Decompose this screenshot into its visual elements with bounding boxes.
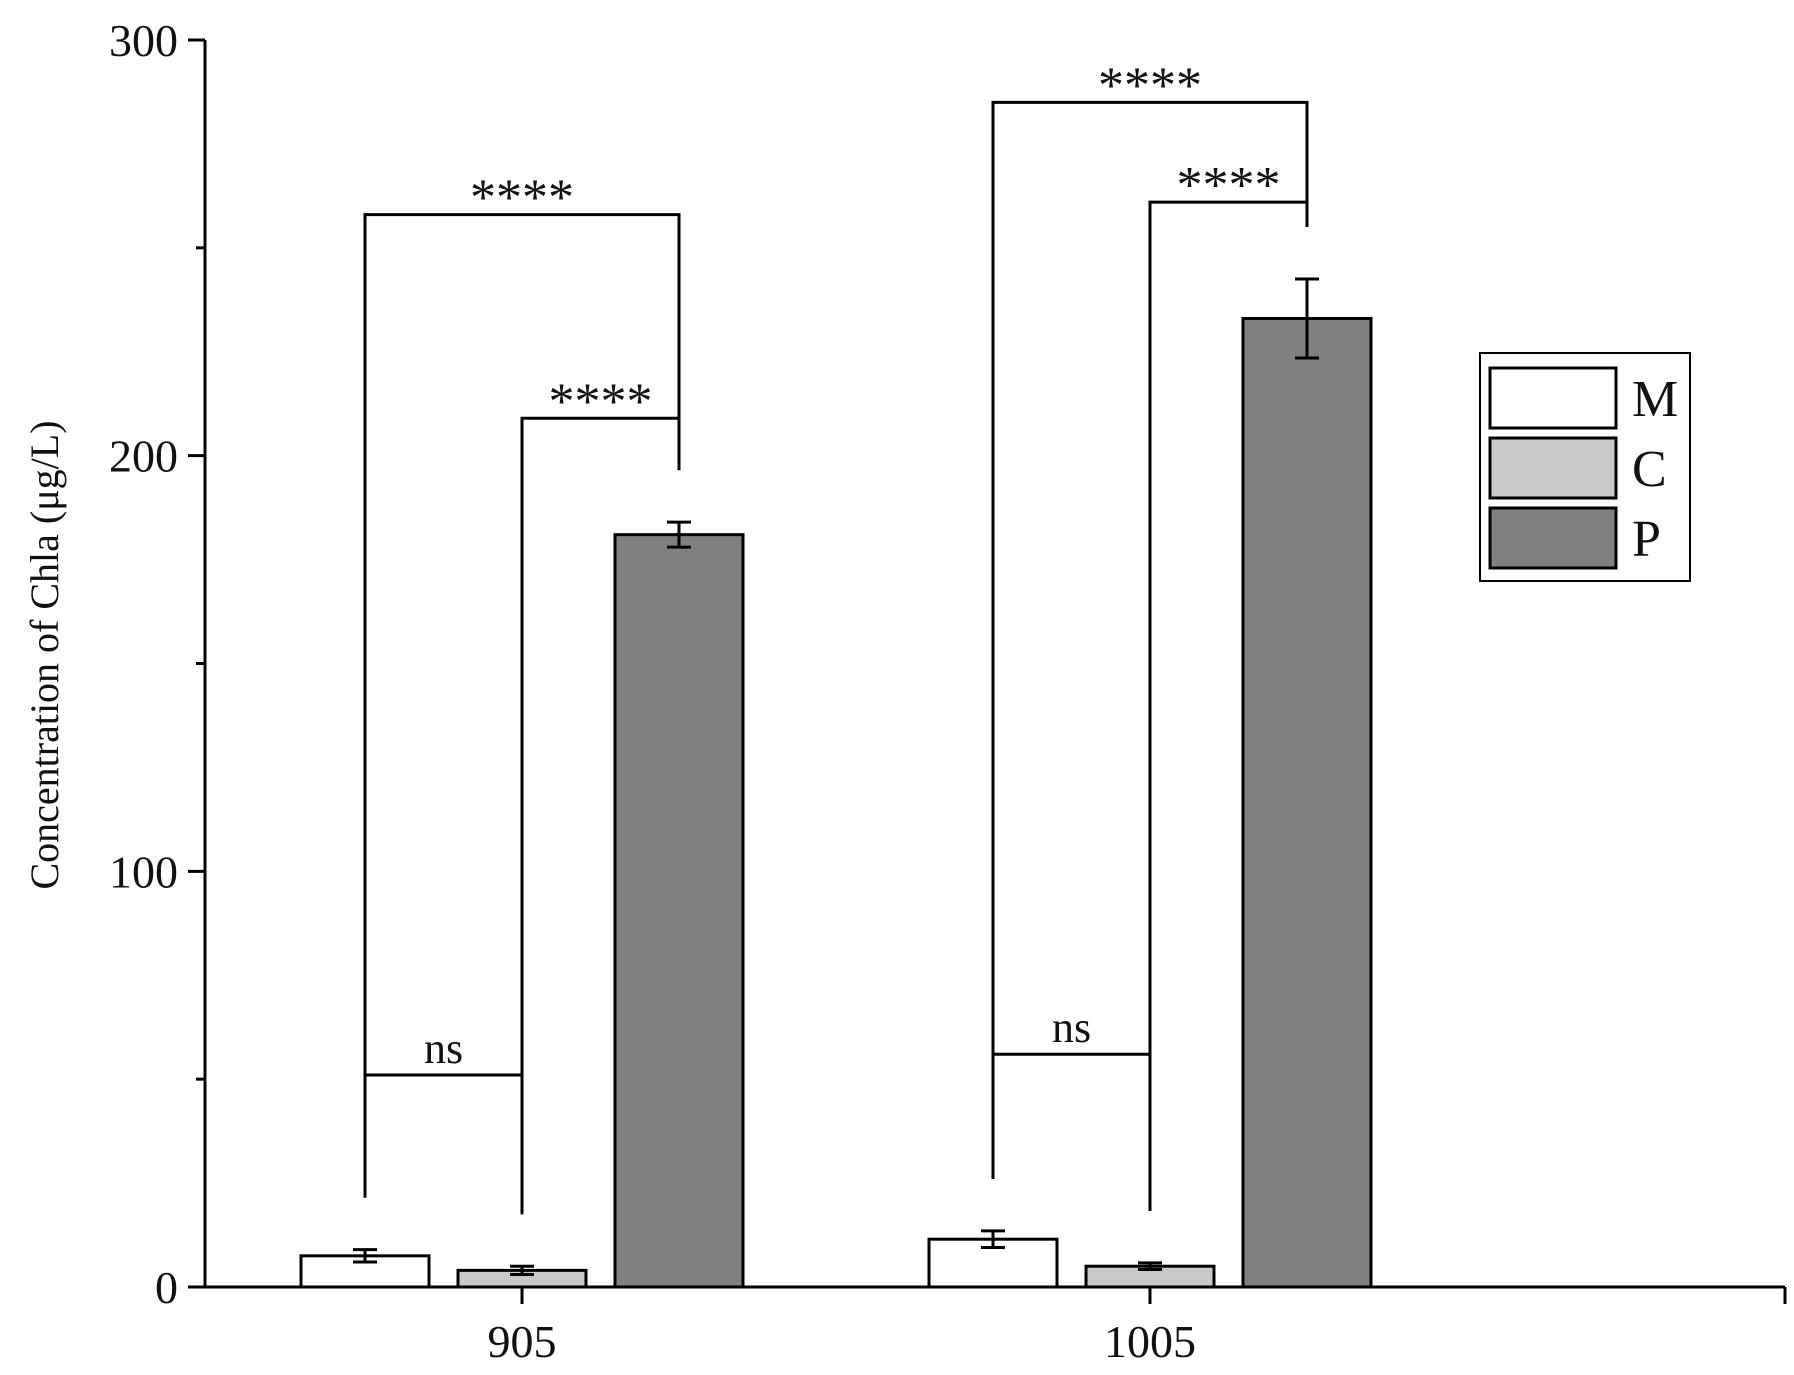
x-tick-label: 905 bbox=[488, 1316, 557, 1367]
significance-bracket bbox=[363, 213, 681, 1198]
legend-swatch-M bbox=[1488, 366, 1618, 430]
y-tick-label: 300 bbox=[109, 15, 178, 66]
y-tick-label: 200 bbox=[109, 431, 178, 482]
bar-P-1005 bbox=[1241, 316, 1373, 1289]
y-tick-label: 0 bbox=[155, 1262, 178, 1313]
legend-swatch-P bbox=[1488, 506, 1618, 570]
significance-bracket bbox=[991, 100, 1309, 1179]
legend-label-C: C bbox=[1632, 441, 1667, 498]
significance-bracket bbox=[363, 1073, 524, 1215]
legend-label-P: P bbox=[1632, 511, 1661, 568]
y-tick-label: 100 bbox=[109, 846, 178, 897]
x-tick-label: 1005 bbox=[1104, 1316, 1196, 1367]
bar-P-905 bbox=[613, 533, 745, 1289]
significance-label: **** bbox=[1098, 57, 1202, 114]
legend: MCP bbox=[1479, 352, 1691, 582]
significance-layer: ns **** **** ns **** **** bbox=[363, 57, 1309, 1215]
axes-layer: 0 100 200 300 905 1005 bbox=[109, 15, 1787, 1367]
error-bars-layer bbox=[353, 277, 1319, 1277]
significance-label: ns bbox=[1052, 1003, 1091, 1052]
significance-label: **** bbox=[549, 373, 653, 430]
bars-layer bbox=[299, 316, 1373, 1289]
y-axis-title: Concentration of Chla (μg/L) bbox=[22, 420, 67, 889]
significance-label: ns bbox=[424, 1024, 463, 1073]
significance-bracket bbox=[991, 1052, 1152, 1211]
significance-label: **** bbox=[470, 170, 574, 227]
legend-swatch-C bbox=[1488, 436, 1618, 500]
legend-label-M: M bbox=[1632, 371, 1678, 428]
significance-label: **** bbox=[1177, 157, 1281, 214]
